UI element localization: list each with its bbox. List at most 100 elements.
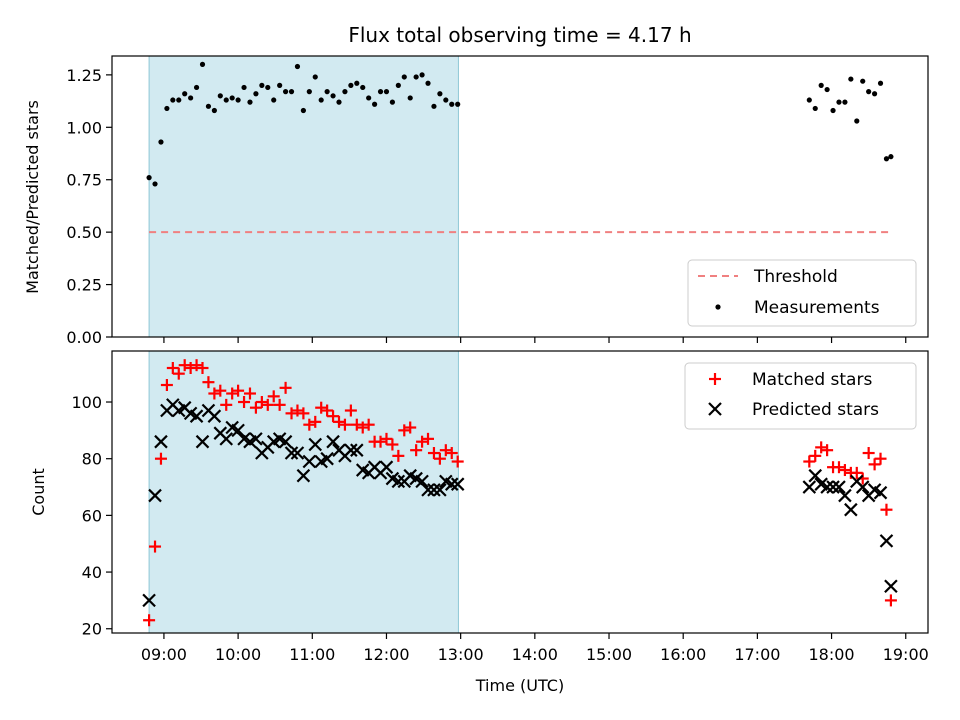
tick-marks: 0.00 0.25 0.50 0.75 1.00 1.25 20 40 60 80 100 09:00…: [66, 66, 928, 664]
measurement-point: [330, 93, 336, 99]
matched-star-point: [190, 359, 203, 372]
measurement-point: [395, 82, 401, 88]
measurement-point: [324, 89, 330, 95]
measurement-point: [360, 84, 366, 91]
measurement-point: [300, 107, 306, 114]
predicted-star-point: [433, 483, 447, 497]
top-y-axis-label: Matched/Predicted stars: [23, 100, 42, 294]
data-points: [142, 61, 898, 627]
predicted-star-point: [808, 468, 823, 483]
measurement-point: [842, 99, 848, 105]
predicted-star-point: [884, 579, 898, 594]
matched-star-point: [433, 452, 446, 465]
matched-star-point: [374, 435, 387, 448]
measurement-point: [407, 95, 413, 101]
measurement-point: [193, 84, 200, 91]
matched-star-point: [832, 461, 845, 474]
matched-star-point: [214, 384, 227, 397]
matched-star-point: [439, 444, 452, 457]
matched-star-point: [202, 376, 215, 389]
measurement-point: [282, 89, 289, 95]
measurement-point: [348, 82, 354, 88]
measurement-point: [146, 175, 152, 181]
predicted-star-point: [838, 488, 852, 503]
predicted-star-point: [154, 434, 168, 449]
bottom-legend: Matched stars Predicted stars: [684, 362, 917, 430]
top-legend: Threshold Measurements: [687, 259, 917, 327]
measurement-point: [277, 82, 283, 88]
matched-star-point: [149, 540, 162, 553]
matched-star-point: [868, 458, 881, 471]
predicted-star-point: [148, 488, 162, 503]
legend-predicted-swatch: [708, 402, 722, 416]
predicted-star-point: [391, 474, 406, 489]
axes-frame-top: [111, 55, 929, 338]
x-tick-label: 17:00: [734, 645, 780, 664]
measurement-point: [152, 181, 158, 187]
measurement-point: [354, 80, 360, 86]
x-tick-label: 16:00: [660, 645, 706, 664]
measurement-point: [217, 93, 223, 99]
y-tick-label: 0.25: [66, 276, 102, 295]
matched-star-point: [208, 387, 221, 400]
matched-star-point: [184, 362, 197, 375]
matched-star-point: [297, 407, 310, 420]
predicted-star-point: [379, 460, 394, 474]
measurement-point: [182, 91, 188, 97]
measurement-point: [164, 105, 170, 112]
matched-star-point: [261, 398, 274, 411]
measurement-point: [336, 99, 342, 105]
legend-measurements-label: Measurements: [754, 298, 880, 318]
measurement-point: [229, 95, 235, 101]
x-tick-label: 14:00: [512, 645, 558, 664]
measurement-point: [818, 82, 824, 88]
matched-star-point: [255, 396, 268, 409]
axes-frame-bottom: [111, 350, 929, 634]
legend-threshold-label: Threshold: [753, 267, 838, 287]
predicted-star-point: [296, 468, 311, 483]
measurement-point: [372, 101, 378, 107]
measurement-point: [824, 86, 830, 93]
predicted-star-point: [231, 423, 245, 438]
predicted-star-point: [326, 434, 340, 449]
measurement-point: [306, 89, 312, 95]
predicted-star-point: [207, 409, 222, 423]
predicted-star-point: [142, 593, 156, 608]
matched-star-point: [803, 455, 816, 468]
measurement-point: [836, 99, 842, 105]
matched-star-point: [321, 404, 334, 417]
matched-star-point: [874, 452, 887, 465]
x-tick-label: 15:00: [586, 645, 632, 664]
measurement-point: [176, 97, 182, 103]
matched-star-point: [398, 424, 411, 437]
measurement-point: [235, 97, 241, 103]
measurement-point: [455, 101, 461, 107]
measurement-point: [271, 97, 277, 103]
matched-star-point: [238, 396, 251, 409]
matched-star-point: [172, 367, 185, 380]
measurement-point: [413, 74, 419, 80]
measurement-point: [401, 74, 407, 80]
predicted-star-point: [832, 480, 846, 494]
matched-star-point: [386, 438, 399, 451]
y-tick-label: 1.00: [66, 118, 102, 137]
x-tick-label: 12:00: [363, 645, 409, 664]
matched-star-point: [309, 415, 322, 428]
matched-star-point: [427, 447, 440, 460]
legend-matched-label: Matched stars: [752, 370, 872, 390]
measurement-point: [158, 139, 164, 145]
matched-star-point: [291, 404, 304, 417]
predicted-star-point: [249, 432, 263, 446]
shaded-interval-bottom: [148, 350, 459, 634]
matched-star-point: [410, 444, 423, 457]
matched-star-point: [303, 418, 316, 431]
measurement-point: [223, 97, 229, 103]
y-tick-label: 60: [82, 506, 102, 525]
predicted-star-point: [320, 451, 334, 466]
matched-star-point: [160, 379, 173, 392]
x-tick-label: 09:00: [141, 645, 187, 664]
x-tick-label: 18:00: [809, 645, 855, 664]
measurement-point: [205, 103, 212, 109]
measurement-point: [241, 84, 247, 91]
